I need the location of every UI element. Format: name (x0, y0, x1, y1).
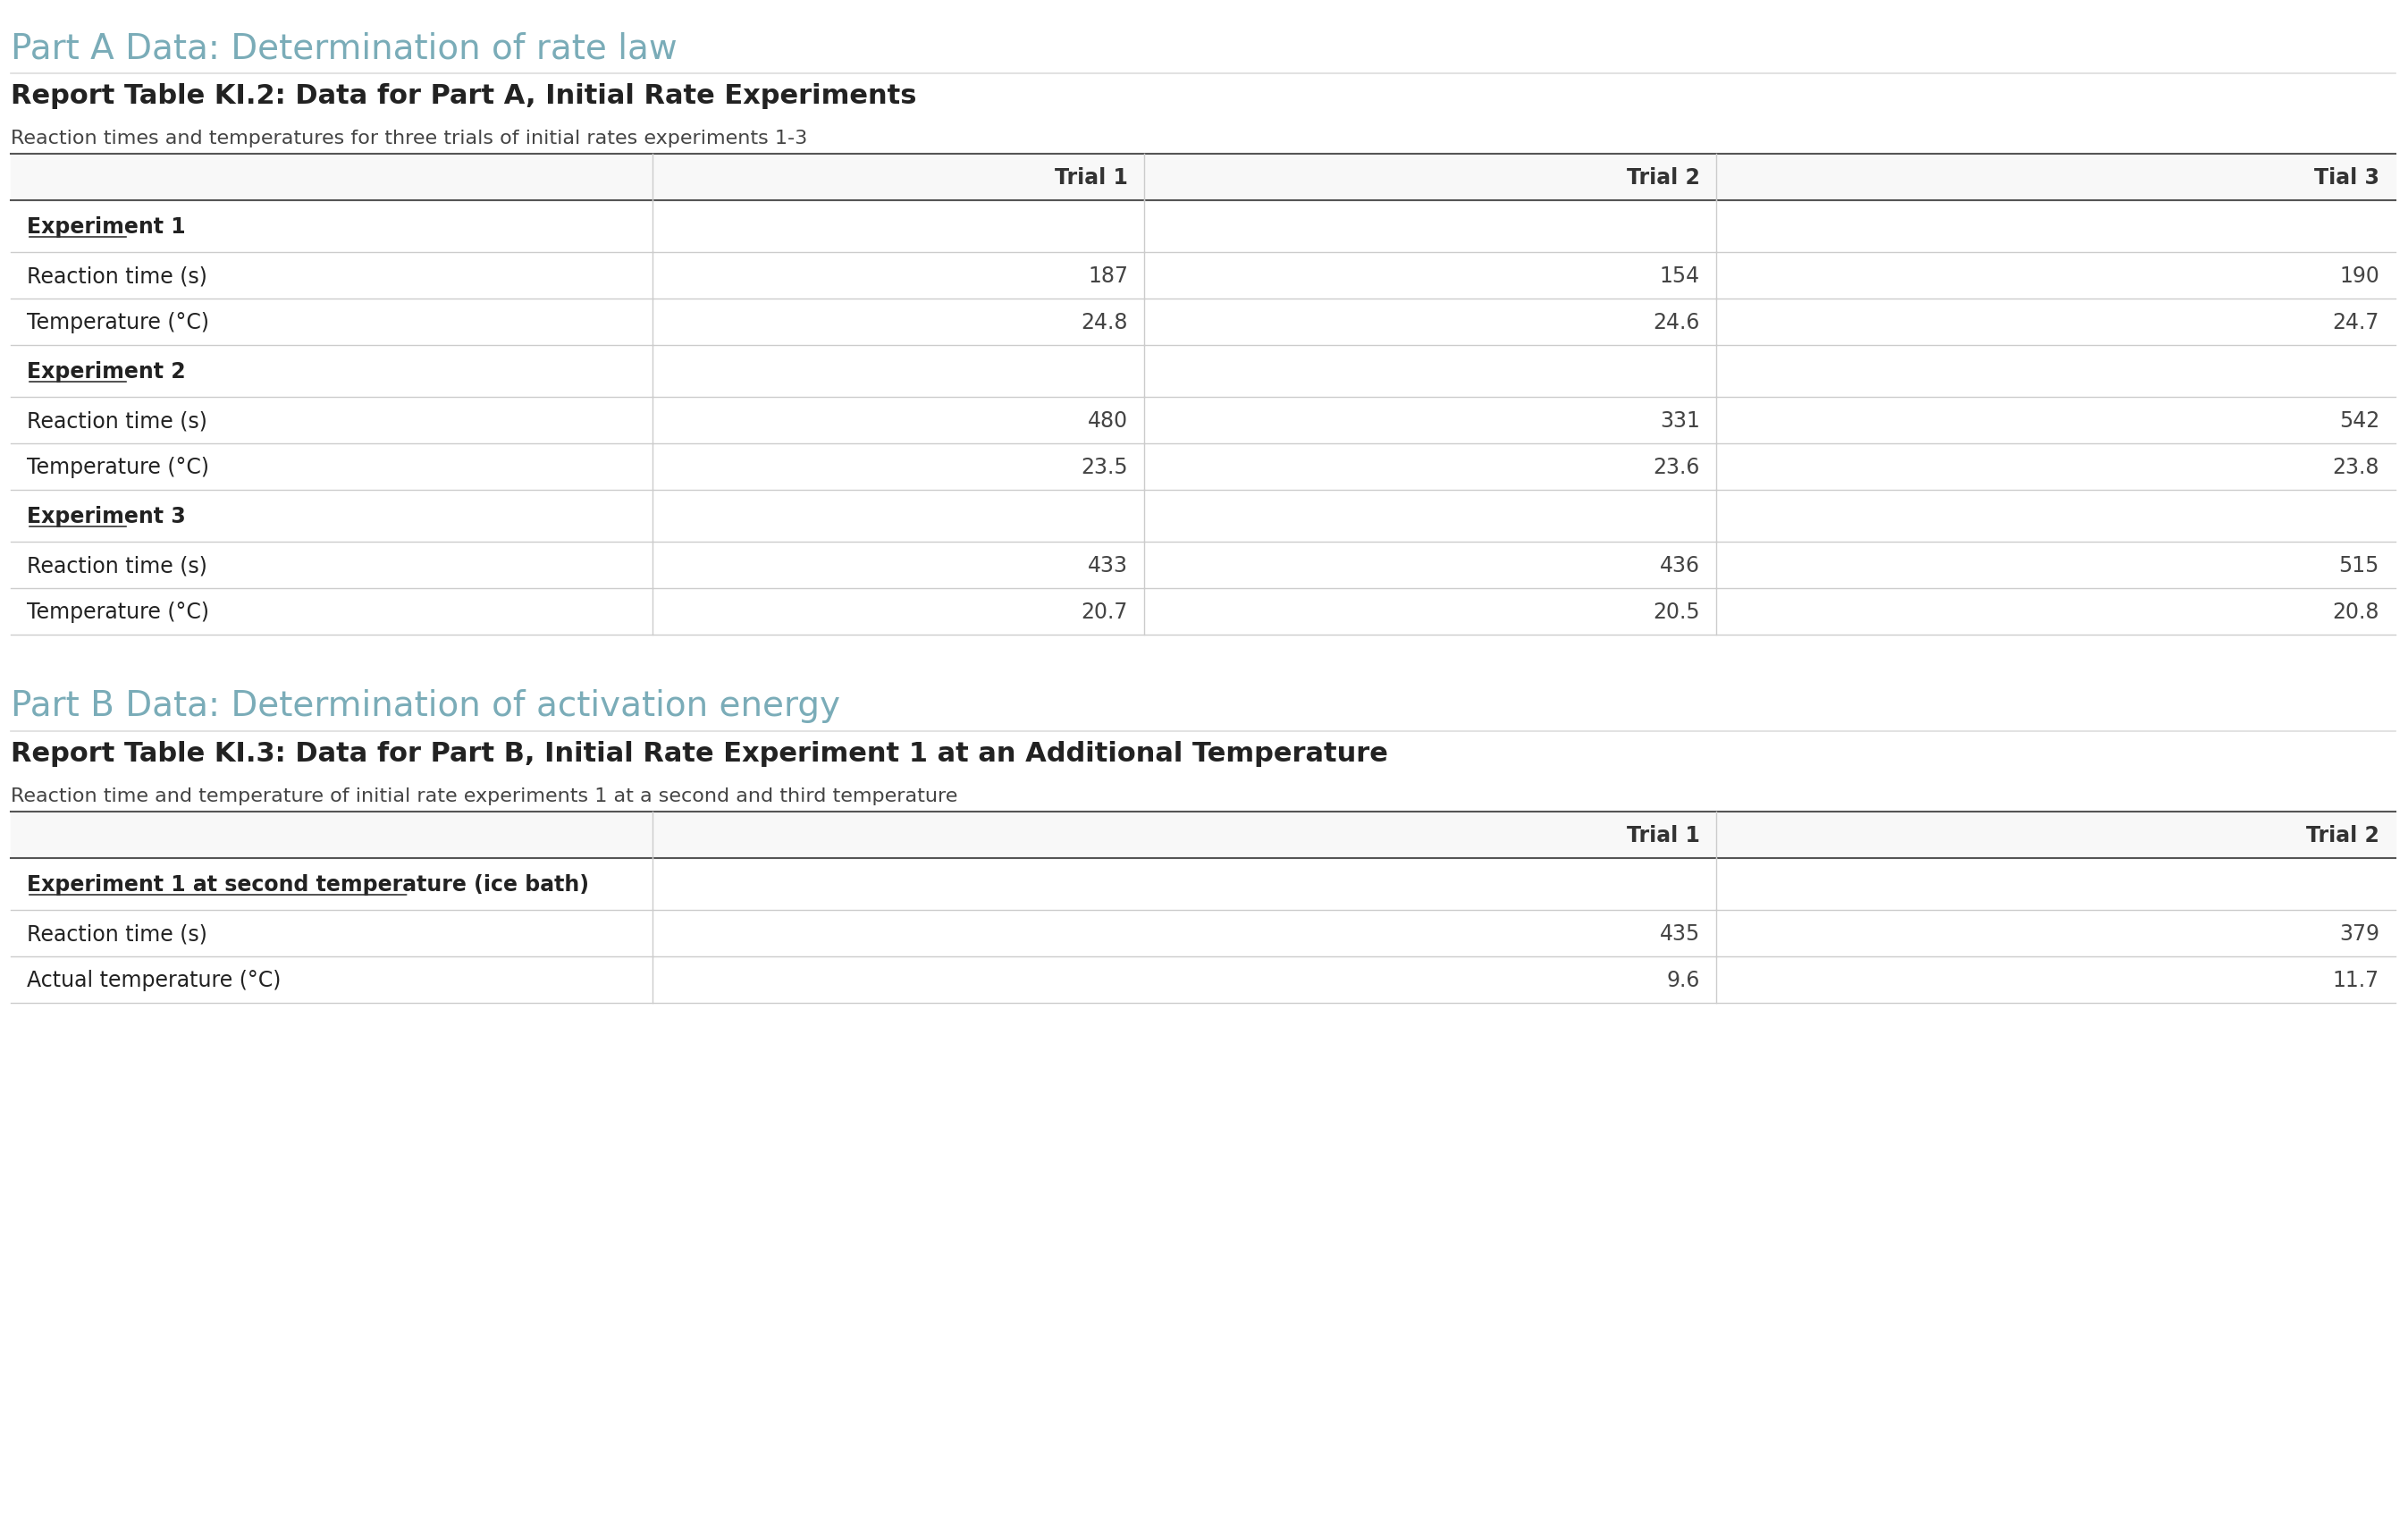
Text: Actual temperature (°C): Actual temperature (°C) (26, 970, 282, 991)
Text: Temperature (°C): Temperature (°C) (26, 601, 209, 622)
Text: 435: 435 (1659, 922, 1700, 944)
Text: Temperature (°C): Temperature (°C) (26, 311, 209, 332)
Text: Reaction times and temperatures for three trials of initial rates experiments 1-: Reaction times and temperatures for thre… (10, 130, 807, 147)
Text: 379: 379 (2338, 922, 2379, 944)
Text: 24.7: 24.7 (2333, 311, 2379, 332)
Text: Trial 1: Trial 1 (1628, 824, 1700, 846)
Text: 20.7: 20.7 (1081, 601, 1127, 622)
Text: Part A Data: Determination of rate law: Part A Data: Determination of rate law (10, 31, 677, 66)
Text: Report Table KI.3: Data for Part B, Initial Rate Experiment 1 at an Additional T: Report Table KI.3: Data for Part B, Init… (10, 740, 1387, 766)
Text: 154: 154 (1659, 265, 1700, 286)
Text: 480: 480 (1088, 411, 1127, 432)
Text: 515: 515 (2338, 555, 2379, 576)
Text: Tial 3: Tial 3 (2314, 167, 2379, 188)
Text: 190: 190 (2338, 265, 2379, 286)
Text: 24.6: 24.6 (1654, 311, 1700, 332)
Text: 23.8: 23.8 (2333, 457, 2379, 478)
Text: Trial 2: Trial 2 (2307, 824, 2379, 846)
Text: 187: 187 (1088, 265, 1127, 286)
Text: Reaction time (s): Reaction time (s) (26, 411, 207, 432)
Text: Reaction time (s): Reaction time (s) (26, 922, 207, 944)
Text: 331: 331 (1659, 411, 1700, 432)
Text: 542: 542 (2338, 411, 2379, 432)
Text: Part B Data: Determination of activation energy: Part B Data: Determination of activation… (10, 689, 840, 723)
Text: 11.7: 11.7 (2333, 970, 2379, 991)
Text: 24.8: 24.8 (1081, 311, 1127, 332)
Text: Experiment 3: Experiment 3 (26, 506, 185, 527)
Text: Experiment 1 at second temperature (ice bath): Experiment 1 at second temperature (ice … (26, 873, 590, 895)
Text: Reaction time and temperature of initial rate experiments 1 at a second and thir: Reaction time and temperature of initial… (10, 787, 958, 804)
Text: Temperature (°C): Temperature (°C) (26, 457, 209, 478)
Text: 20.8: 20.8 (2333, 601, 2379, 622)
Text: Trial 2: Trial 2 (1628, 167, 1700, 188)
Text: 23.5: 23.5 (1081, 457, 1127, 478)
Text: 20.5: 20.5 (1652, 601, 1700, 622)
Text: 436: 436 (1659, 555, 1700, 576)
Text: 433: 433 (1088, 555, 1127, 576)
Text: Reaction time (s): Reaction time (s) (26, 265, 207, 286)
Text: 23.6: 23.6 (1654, 457, 1700, 478)
Text: Experiment 1: Experiment 1 (26, 216, 185, 237)
Text: Trial 1: Trial 1 (1055, 167, 1127, 188)
Text: Reaction time (s): Reaction time (s) (26, 555, 207, 576)
Text: 9.6: 9.6 (1666, 970, 1700, 991)
Text: Experiment 2: Experiment 2 (26, 362, 185, 383)
Text: Report Table KI.2: Data for Part A, Initial Rate Experiments: Report Table KI.2: Data for Part A, Init… (10, 83, 917, 109)
